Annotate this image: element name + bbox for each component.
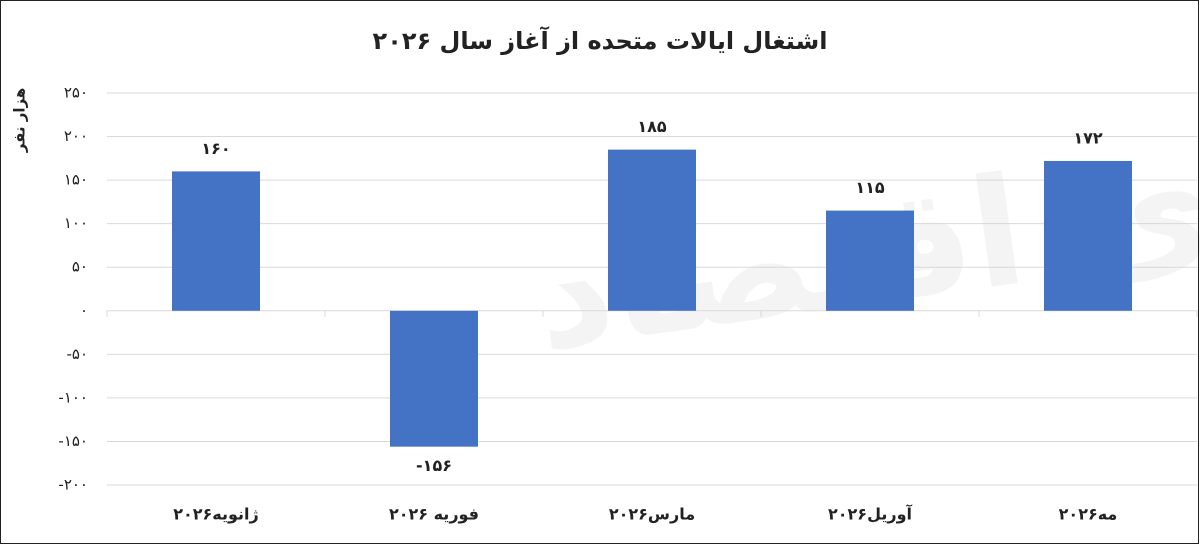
x-tick-label: مارس۲۰۲۶ (609, 505, 695, 524)
y-tick-label: ۱۵۰ (64, 171, 88, 189)
x-tick-label: آوریل۲۰۲۶ (828, 504, 913, 524)
data-label: ۱۷۲ (1073, 128, 1103, 147)
y-tick-label: -۵۰ (66, 345, 88, 363)
x-tick-label: مه۲۰۲۶ (1059, 505, 1118, 524)
bar (826, 210, 914, 311)
bar (608, 149, 696, 311)
data-label: -۱۵۶ (416, 456, 452, 475)
y-axis-label: هزار نفر (11, 88, 29, 154)
y-tick-label: ۲۵۰ (64, 84, 88, 102)
y-tick-label: ۱۰۰ (64, 214, 88, 232)
y-tick-label: ۰ (80, 301, 88, 319)
data-label: ۱۱۵ (855, 178, 885, 197)
chart-title: اشتغال ایالات متحده از آغاز سال ۲۰۲۶ (373, 26, 828, 55)
x-tick-label: فوریه ۲۰۲۶ (389, 505, 479, 524)
y-tick-label: ۲۰۰ (64, 127, 88, 145)
bar (1044, 160, 1132, 311)
y-tick-label: -۱۵۰ (58, 432, 88, 450)
y-tick-label: -۲۰۰ (58, 476, 88, 494)
bar (172, 171, 260, 311)
data-label: ۱۶۰ (201, 139, 230, 158)
data-label: ۱۸۵ (637, 117, 667, 136)
y-tick-label: -۱۰۰ (58, 388, 88, 406)
x-tick-label: ژانویه۲۰۲۶ (173, 505, 259, 524)
bar (390, 310, 478, 447)
y-tick-label: ۵۰ (72, 258, 88, 276)
